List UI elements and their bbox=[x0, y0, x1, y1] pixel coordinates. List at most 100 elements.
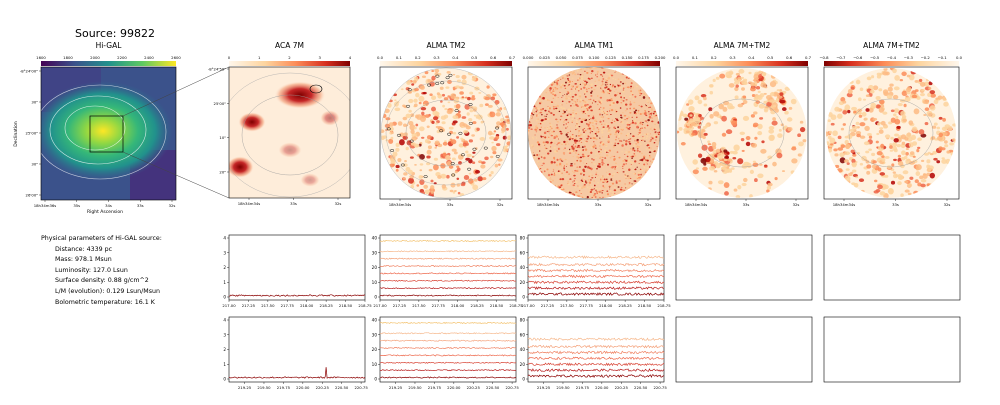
map-speckle-blob bbox=[547, 173, 551, 177]
map-speckle-blob bbox=[688, 125, 693, 129]
aca7m-panel bbox=[228, 61, 351, 199]
map-speckle-blob bbox=[593, 163, 596, 165]
zoom-connector-line bbox=[122, 151, 230, 199]
map-speckle-blob bbox=[549, 128, 552, 131]
map-speckle-blob bbox=[419, 179, 425, 185]
map-speckle-blob bbox=[559, 148, 561, 150]
map-speckle-blob bbox=[581, 180, 584, 183]
map-speckle-blob bbox=[420, 107, 427, 111]
x-tick-label: 18h34m34s bbox=[833, 202, 856, 207]
map-speckle-blob bbox=[844, 104, 851, 111]
map-speckle-blob bbox=[572, 103, 574, 105]
map-speckle-blob bbox=[542, 155, 546, 157]
map-speckle-blob bbox=[684, 117, 689, 121]
map-speckle-blob bbox=[880, 143, 885, 149]
map-speckle-blob bbox=[542, 135, 544, 138]
map-speckle-blob bbox=[700, 157, 707, 164]
map-speckle-blob bbox=[582, 129, 584, 131]
map-speckle-blob bbox=[597, 130, 600, 133]
map-speckle-blob bbox=[394, 107, 401, 112]
spectrum-line bbox=[228, 367, 366, 379]
higal-panel: Declination Right Ascension bbox=[13, 61, 230, 215]
map-speckle-blob bbox=[912, 155, 916, 158]
map-speckle-blob bbox=[594, 176, 596, 178]
map-speckle-blob bbox=[460, 137, 464, 140]
spectrum-line bbox=[379, 264, 517, 268]
map-speckle-blob bbox=[768, 134, 775, 142]
map-speckle-blob bbox=[575, 86, 579, 89]
map-speckle-blob bbox=[605, 81, 607, 83]
map-speckle-blob bbox=[602, 111, 605, 113]
colorbar-tick-label: 2600 bbox=[171, 55, 181, 60]
map-speckle-blob bbox=[600, 175, 603, 178]
map-speckle-blob bbox=[636, 149, 639, 152]
map-speckle-blob bbox=[844, 135, 849, 139]
spectrum-line bbox=[379, 332, 517, 335]
map-speckle-blob bbox=[730, 167, 735, 170]
map-speckle-blob bbox=[637, 89, 640, 92]
map-speckle-blob bbox=[583, 67, 586, 70]
map-speckle-blob bbox=[743, 78, 748, 82]
map-speckle-blob bbox=[601, 67, 603, 69]
y-tick-label: 80 bbox=[520, 318, 526, 323]
map-speckle-blob bbox=[585, 137, 587, 139]
map-speckle-blob bbox=[568, 80, 572, 83]
map-speckle-blob bbox=[951, 138, 956, 142]
map-speckle-blob bbox=[568, 74, 571, 76]
map-speckle-blob bbox=[558, 84, 561, 86]
map-speckle-blob bbox=[702, 166, 708, 171]
map-speckle-blob bbox=[551, 87, 554, 89]
map-speckle-blob bbox=[889, 143, 893, 147]
map-speckle-blob bbox=[583, 157, 586, 159]
map-speckle-blob bbox=[763, 107, 769, 112]
map-speckle-blob bbox=[784, 110, 789, 115]
map-speckle-blob bbox=[915, 164, 922, 171]
map-speckle-blob bbox=[555, 107, 558, 110]
map-speckle-blob bbox=[558, 137, 560, 139]
map-speckle-blob bbox=[460, 182, 466, 187]
map-speckle-blob bbox=[633, 119, 636, 123]
map-speckle-blob bbox=[445, 86, 450, 89]
map-speckle-blob bbox=[647, 102, 650, 104]
map-speckle-blob bbox=[596, 192, 599, 195]
map-speckle-blob bbox=[579, 156, 583, 159]
map-speckle-blob bbox=[576, 100, 578, 102]
map-speckle-blob bbox=[598, 190, 601, 193]
x-tick-label: 217.25 bbox=[393, 303, 407, 308]
map-speckle-blob bbox=[631, 183, 633, 185]
map-speckle-blob bbox=[563, 124, 565, 126]
map-speckle-blob bbox=[590, 91, 593, 94]
map-speckle-blob bbox=[608, 110, 611, 112]
colorbar-tick-label: 0.075 bbox=[572, 55, 583, 60]
map-speckle-blob bbox=[559, 119, 562, 121]
map-speckle-blob bbox=[554, 150, 557, 153]
y-tick-label: 80 bbox=[520, 236, 526, 241]
map-speckle-blob bbox=[482, 177, 487, 181]
map-speckle-blob bbox=[427, 145, 432, 150]
spectrum-line bbox=[380, 272, 517, 275]
map-speckle-blob bbox=[537, 161, 540, 163]
map-speckle-blob bbox=[923, 81, 930, 87]
colorbar-tick-label: 2200 bbox=[117, 55, 127, 60]
map-speckle-blob bbox=[620, 96, 623, 99]
y-tick-label: 0 bbox=[223, 295, 226, 300]
map-speckle-blob bbox=[851, 125, 858, 130]
map-speckle-blob bbox=[856, 133, 861, 138]
map-speckle-blob bbox=[751, 93, 756, 98]
map-speckle-blob bbox=[532, 138, 535, 140]
map-speckle-blob bbox=[604, 177, 607, 179]
map-speckle-blob bbox=[600, 190, 602, 192]
map-speckle-blob bbox=[570, 148, 573, 150]
colorbar-tick-label: 0.7 bbox=[805, 55, 812, 60]
map-speckle-blob bbox=[583, 177, 586, 179]
map-speckle-blob bbox=[602, 68, 605, 69]
map-speckle-blob bbox=[606, 85, 608, 87]
spectrum-line bbox=[379, 279, 517, 282]
map-speckle-blob bbox=[641, 152, 643, 154]
y-tick-label: 40 bbox=[372, 318, 378, 323]
map-speckle-blob bbox=[635, 112, 637, 115]
map-speckle-blob bbox=[733, 188, 738, 192]
map-speckle-blob bbox=[573, 174, 576, 177]
map-speckle-blob bbox=[426, 135, 432, 140]
